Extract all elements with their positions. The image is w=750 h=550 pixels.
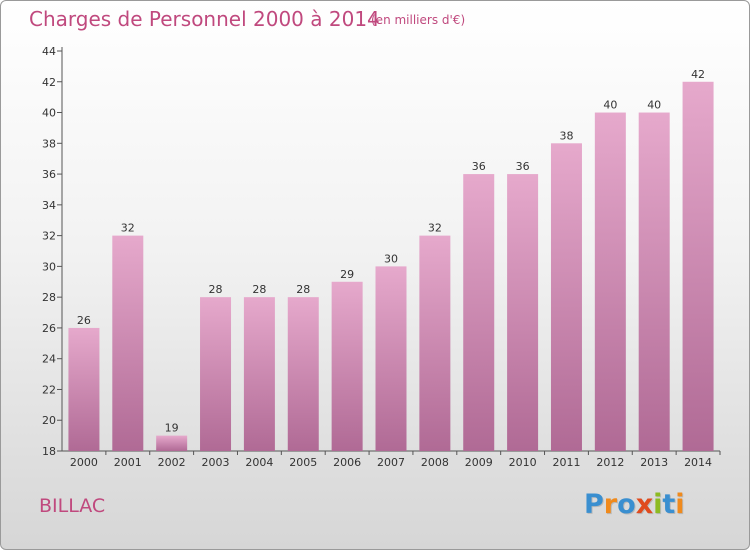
chart-subtitle: (en milliers d'€) — [371, 13, 466, 27]
data-label: 29 — [340, 268, 354, 281]
y-tick-label: 24 — [42, 353, 56, 366]
bar — [550, 143, 582, 452]
bar — [200, 297, 232, 451]
x-tick-label: 2002 — [158, 456, 186, 469]
x-tick-label: 2010 — [509, 456, 537, 469]
data-label: 38 — [559, 129, 573, 142]
y-tick-label: 42 — [42, 76, 56, 89]
logo-letter: i — [653, 489, 663, 520]
logo-letter: t — [662, 489, 676, 520]
x-tick-label: 2014 — [684, 456, 712, 469]
data-label: 40 — [647, 99, 661, 112]
data-label: 40 — [603, 99, 617, 112]
bar — [638, 112, 670, 452]
logo-letter: i — [675, 489, 685, 520]
bar — [375, 266, 407, 451]
data-label: 28 — [296, 283, 310, 296]
data-label: 19 — [165, 422, 179, 435]
y-tick-label: 44 — [42, 45, 56, 58]
bar — [112, 235, 144, 451]
data-label: 36 — [472, 160, 486, 173]
bar — [594, 112, 626, 452]
y-tick-label: 22 — [42, 383, 56, 396]
bar — [243, 297, 275, 451]
x-tick-label: 2003 — [202, 456, 230, 469]
x-tick-label: 2006 — [333, 456, 361, 469]
data-label: 28 — [209, 283, 223, 296]
logo-letter: P — [584, 489, 604, 520]
logo-letter: o — [617, 489, 636, 520]
y-tick-label: 18 — [42, 445, 56, 458]
bar — [331, 281, 363, 451]
y-tick-label: 20 — [42, 414, 56, 427]
chart-title: Charges de Personnel 2000 à 2014 — [29, 7, 380, 31]
x-tick-label: 2001 — [114, 456, 142, 469]
y-tick-label: 32 — [42, 230, 56, 243]
bar — [682, 81, 714, 452]
bar — [68, 327, 100, 451]
bar — [156, 435, 188, 451]
y-tick-label: 26 — [42, 322, 56, 335]
y-tick-label: 28 — [42, 291, 56, 304]
x-tick-label: 2008 — [421, 456, 449, 469]
data-label: 36 — [516, 160, 530, 173]
x-tick-label: 2011 — [552, 456, 580, 469]
y-tick-label: 34 — [42, 199, 56, 212]
y-tick-label: 36 — [42, 168, 56, 181]
x-tick-label: 2007 — [377, 456, 405, 469]
data-label: 32 — [121, 222, 135, 235]
y-tick-label: 38 — [42, 137, 56, 150]
y-tick-label: 40 — [42, 107, 56, 120]
data-label: 42 — [691, 68, 705, 81]
x-tick-label: 2004 — [245, 456, 273, 469]
x-tick-label: 2012 — [596, 456, 624, 469]
logo-letter: r — [603, 489, 618, 520]
logo-letter: x — [635, 489, 654, 520]
data-label: 26 — [77, 314, 91, 327]
bar — [507, 174, 539, 452]
data-label: 28 — [252, 283, 266, 296]
bar — [463, 174, 495, 452]
x-tick-label: 2013 — [640, 456, 668, 469]
bar — [419, 235, 451, 451]
data-label: 32 — [428, 222, 442, 235]
bar — [287, 297, 319, 451]
proxiti-logo[interactable]: Proxiti — [584, 489, 685, 520]
data-label: 30 — [384, 252, 398, 265]
x-tick-label: 2009 — [465, 456, 493, 469]
commune-name: BILLAC — [39, 495, 106, 517]
y-tick-label: 30 — [42, 260, 56, 273]
x-tick-label: 2005 — [289, 456, 317, 469]
x-tick-label: 2000 — [70, 456, 98, 469]
